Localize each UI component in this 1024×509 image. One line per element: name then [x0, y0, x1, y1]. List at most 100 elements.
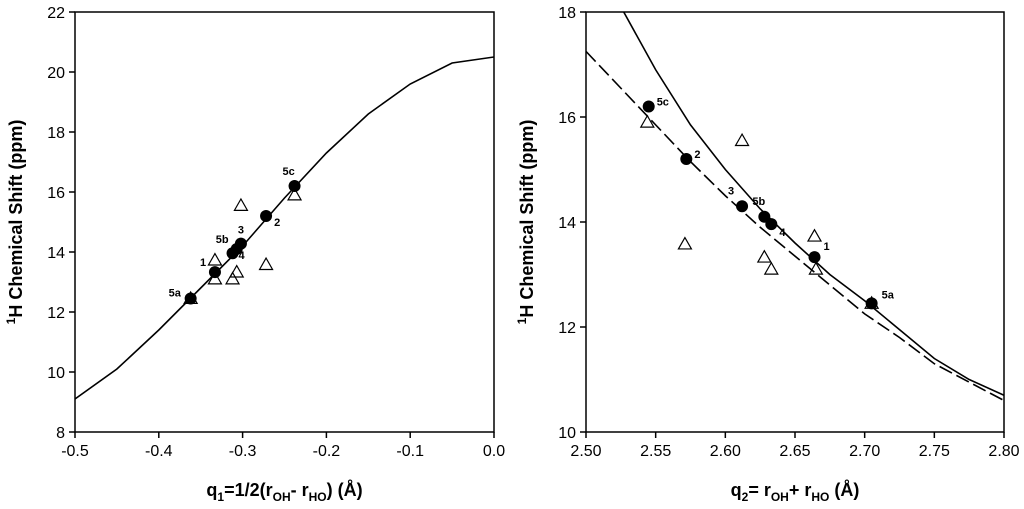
right-circle-point [865, 297, 878, 310]
right-xlabel-sub3: HO [811, 490, 829, 504]
right-y-tick-label: 10 [558, 425, 576, 442]
left-point-label: 5a [169, 288, 182, 300]
left-xlabel-mid: =1/2(r [224, 480, 273, 500]
left-y-tick-label: 14 [47, 245, 65, 262]
right-point-label: 1 [824, 241, 830, 253]
left-plot-frame [74, 11, 495, 433]
right-circle-point [680, 153, 693, 165]
left-y-tick-label: 18 [47, 125, 65, 142]
left-point-label: 5b [216, 234, 229, 246]
left-triangle-point [287, 187, 303, 201]
right-xlabel-end: (Å) [829, 480, 859, 500]
left-x-tick-label: 0.0 [483, 443, 505, 460]
right-triangle-point [677, 236, 693, 250]
left-y-axis-title: 1H Chemical Shift (ppm) [4, 120, 26, 325]
left-points: 5a 1 4 5b 3 2 5c [169, 166, 303, 305]
right-point-label: 5a [882, 289, 895, 301]
left-x-tick-label: -0.5 [61, 443, 89, 460]
left-point-label: 1 [200, 257, 206, 269]
left-xlabel-sub2: OH [273, 490, 291, 504]
right-y-axis-title: 1H Chemical Shift (ppm) [515, 120, 537, 325]
left-x-tick-label: -0.4 [145, 443, 173, 460]
left-xlabel-sub1: 1 [217, 490, 224, 504]
right-curve-solid [622, 12, 1004, 396]
left-x-axis-title: q1=1/2(rOH- rHO) (Å) [206, 480, 362, 504]
left-triangle-point [207, 252, 223, 266]
right-curve-dashed [586, 50, 1004, 402]
left-xlabel-q: q [206, 480, 217, 500]
left-x-tick-label: -0.2 [313, 443, 341, 460]
right-x-tick-label: 2.70 [849, 443, 880, 460]
right-ylabel-sup: 1 [515, 317, 529, 324]
right-xlabel-q: q [731, 480, 742, 500]
left-circle-point [260, 210, 273, 222]
left-circle-point [234, 237, 247, 250]
left-point-label: 3 [238, 225, 244, 237]
right-xlabel-sub1: 2 [742, 490, 749, 504]
right-x-tick-label: 2.80 [988, 443, 1019, 460]
left-curve-solid [75, 56, 494, 400]
left-y-tick-label: 16 [47, 185, 65, 202]
right-x-tick-label: 2.75 [919, 443, 950, 460]
right-y-tick-label: 14 [558, 215, 576, 232]
right-ylabel-main: H Chemical Shift (ppm) [517, 120, 537, 318]
right-circle-point [808, 251, 821, 264]
right-triangle-point [806, 228, 823, 242]
right-x-tick-label: 2.65 [779, 443, 810, 460]
left-curves [75, 56, 494, 400]
right-circle-point [736, 200, 749, 213]
left-x-tick-label: -0.1 [396, 443, 424, 460]
right-curves [586, 12, 1004, 402]
left-point-label: 4 [239, 250, 246, 262]
right-points: 5c 2 3 5b 4 1 5a [639, 97, 895, 310]
right-triangle-point [763, 261, 779, 275]
right-xlabel-sub2: OH [771, 490, 789, 504]
right-xlabel-mid: = r [748, 480, 771, 500]
left-triangle-point [233, 197, 249, 211]
left-ylabel-sup: 1 [4, 317, 18, 324]
left-ylabel-main: H Chemical Shift (ppm) [6, 120, 26, 318]
left-point-label: 5c [283, 166, 295, 178]
left-y-tick-label: 8 [56, 425, 65, 442]
left-xlabel-end: ) (Å) [327, 480, 363, 500]
right-x-tick-label: 2.60 [710, 443, 741, 460]
left-x-tick-label: -0.3 [229, 443, 257, 460]
right-point-label: 3 [728, 185, 734, 197]
right-y-tick-label: 16 [558, 110, 576, 127]
left-circle-point [288, 180, 301, 192]
left-point-label: 2 [274, 217, 280, 229]
right-point-label: 4 [779, 227, 786, 239]
right-point-label: 5b [752, 196, 765, 208]
right-x-tick-label: 2.50 [570, 443, 601, 460]
right-circle-point [642, 100, 655, 113]
left-triangle-point [207, 271, 223, 285]
left-y-tick-label: 12 [47, 305, 65, 322]
left-xlabel-sub3: HO [309, 490, 327, 504]
right-plot-frame [585, 11, 1005, 433]
right-point-label: 2 [694, 149, 700, 161]
left-triangle-point [258, 256, 274, 271]
right-point-label: 5c [657, 97, 669, 109]
left-triangle-point [225, 271, 241, 285]
right-y-tick-label: 18 [558, 5, 576, 22]
left-y-tick-label: 20 [47, 65, 65, 82]
left-circle-point [184, 292, 197, 305]
right-circle-point [765, 218, 778, 231]
left-triangle-point [229, 264, 245, 278]
right-x-tick-label: 2.55 [640, 443, 671, 460]
left-y-tick-label: 10 [47, 365, 65, 382]
right-triangle-point [808, 261, 824, 275]
right-y-tick-label: 12 [558, 320, 576, 337]
right-triangle-point [734, 132, 750, 147]
right-triangle-point [639, 114, 655, 128]
right-x-axis-title: q2= rOH+ rHO (Å) [731, 480, 860, 504]
right-triangle-point [756, 249, 772, 263]
left-xlabel-mid2: - r [291, 480, 309, 500]
right-triangle-point [864, 295, 880, 309]
left-triangle-point [183, 290, 199, 304]
